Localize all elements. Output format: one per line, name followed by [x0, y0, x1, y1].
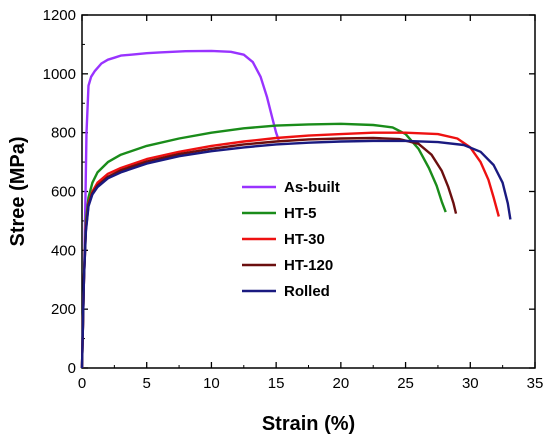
series-lines — [80, 49, 512, 369]
series-line-as-built — [80, 49, 280, 369]
y-tick-label: 800 — [51, 125, 76, 142]
y-tick-label: 1200 — [43, 7, 76, 24]
legend-label-ht-30: HT-30 — [284, 231, 325, 248]
x-tick-label: 15 — [268, 375, 285, 392]
x-tick-label: 0 — [78, 375, 86, 392]
series-line-ht-120 — [80, 136, 458, 369]
x-tick-label: 5 — [143, 375, 151, 392]
x-tick-label: 10 — [203, 375, 220, 392]
x-tick-label: 30 — [462, 375, 479, 392]
y-tick-label: 1000 — [43, 66, 76, 83]
y-tick-label: 600 — [51, 184, 76, 201]
legend-label-as-built: As-built — [284, 179, 340, 196]
y-axis-title: Stree (MPa) — [7, 136, 29, 246]
series-line-ht-5 — [80, 122, 447, 369]
legend: As-built HT-5 HT-30 HT-120 Rolled — [242, 179, 340, 300]
legend-label-rolled: Rolled — [284, 283, 330, 300]
y-tick-label: 0 — [68, 360, 76, 377]
y-tick-label: 200 — [51, 301, 76, 318]
legend-label-ht-120: HT-120 — [284, 257, 333, 274]
series-line-rolled — [80, 139, 512, 369]
series-line-ht-30 — [80, 131, 500, 369]
y-tick-label: 400 — [51, 242, 76, 259]
axes: 0 5 10 15 20 25 30 35 0 200 400 600 800 1000 1200 — [43, 7, 544, 392]
x-axis-title: Strain (%) — [262, 413, 355, 435]
x-tick-label: 25 — [397, 375, 414, 392]
x-tick-label: 35 — [527, 375, 544, 392]
legend-label-ht-5: HT-5 — [284, 205, 317, 222]
x-tick-label: 20 — [333, 375, 350, 392]
